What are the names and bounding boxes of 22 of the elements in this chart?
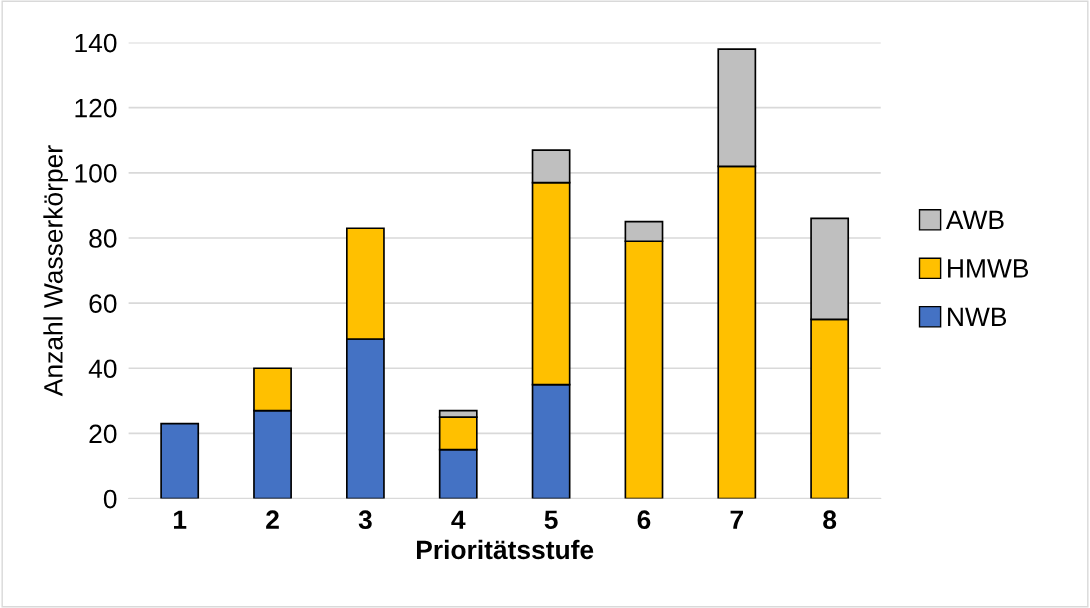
legend-label: HMWB	[948, 259, 1029, 278]
x-tick-label: 3	[358, 510, 372, 530]
y-axis-title: Anzahl Wasserkörper	[43, 145, 68, 397]
x-tick-label: 8	[823, 510, 837, 530]
y-tick-label: 0	[103, 489, 117, 509]
y-tick-label: 40	[88, 359, 117, 379]
y-tick-label: 20	[89, 424, 117, 444]
y-tick-label: 80	[89, 229, 117, 248]
x-tick-label: 4	[451, 510, 466, 529]
x-tick-label: 7	[730, 510, 743, 529]
x-tick-label: 5	[544, 510, 558, 530]
y-tick-label: 100	[75, 163, 117, 183]
y-tick-label: 120	[75, 98, 117, 118]
y-tick-label: 140	[75, 33, 117, 53]
legend-label: AWB	[945, 210, 1004, 229]
bar	[160, 422, 200, 499]
y-tick-label: 60	[89, 294, 117, 313]
legend-label: NWB	[948, 307, 1007, 326]
x-axis-title: Prioritätsstufe	[416, 539, 594, 560]
x-tick-label: 2	[266, 510, 279, 529]
x-tick-label: 1	[174, 510, 187, 529]
x-tick-label: 6	[637, 510, 651, 530]
